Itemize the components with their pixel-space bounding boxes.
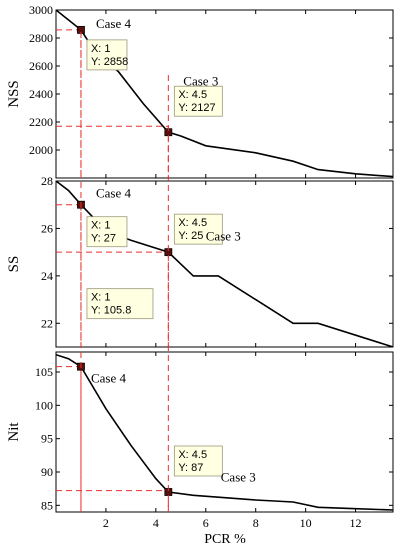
datatip-y-text: Y: 87 (178, 462, 203, 474)
y-tick-label: 2600 (29, 59, 53, 73)
datatip-box (86, 216, 128, 248)
y-axis-label: NSS (6, 80, 22, 108)
datatip-x-text: X: 1 (91, 220, 111, 232)
y-axis-label: Nit (6, 422, 22, 442)
case-annotation: Case 4 (91, 371, 127, 386)
case-annotation: Case 4 (96, 186, 132, 201)
y-tick-label: 100 (35, 398, 53, 412)
datatip-x-text: X: 4.5 (178, 217, 207, 229)
datatip-y-text: Y: 2127 (178, 102, 215, 114)
datatip-x-text: X: 4.5 (178, 89, 207, 101)
y-tick-label: 2800 (29, 31, 53, 45)
case-annotation: Case 3 (183, 74, 218, 89)
x-tick-label: 6 (203, 516, 209, 530)
x-tick-label: 4 (153, 516, 159, 530)
x-tick-label: 8 (253, 516, 259, 530)
datatip-box (86, 288, 154, 320)
x-tick-label: 2 (103, 516, 109, 530)
y-tick-label: 24 (41, 269, 53, 283)
datatip-box (86, 39, 128, 71)
y-tick-label: 2000 (29, 143, 53, 157)
y-tick-label: 2400 (29, 87, 53, 101)
datatip-box (173, 445, 223, 477)
datatip-y-text: Y: 105.8 (91, 305, 131, 317)
axes-frame (55, 351, 394, 513)
y-tick-label: 85 (41, 498, 53, 512)
y-tick-label: 90 (41, 465, 53, 479)
panel-nit: 2 4 6 8 10 12 85 90 95 100 105 Nit X: 1Y: 105.8 X: 4.… (6, 288, 394, 530)
datatip-x-text: X: 4.5 (178, 449, 207, 461)
datatip-y-text: Y: 27 (91, 233, 116, 245)
y-tick-label: 22 (41, 316, 53, 330)
axes-frame (55, 9, 394, 179)
panel-nss: 2000 2200 2400 2600 2800 3000 NSS X: 1Y: 2858 X:… (6, 3, 394, 179)
datatip-x-text: X: 1 (91, 43, 111, 55)
case-annotation: Case 4 (96, 16, 132, 31)
y-tick-label: 2200 (29, 115, 53, 129)
case-annotation: Case 3 (221, 469, 256, 484)
y-axis-label: SS (6, 256, 22, 273)
datatip-y-text: Y: 25 (178, 230, 203, 242)
datatip-box (173, 213, 223, 245)
y-tick-label: 95 (41, 432, 53, 446)
series-line (56, 181, 393, 347)
series-line (56, 10, 393, 178)
y-tick-label: 105 (35, 365, 53, 379)
x-tick-label: 10 (300, 516, 312, 530)
x-tick-label: 12 (350, 516, 362, 530)
datatip-box (173, 85, 223, 117)
y-tick-label: 3000 (29, 3, 53, 17)
x-axis-label: PCR % (204, 532, 246, 547)
case-annotation: Case 3 (206, 228, 241, 243)
y-tick-label: 26 (41, 221, 53, 235)
datatip-y-text: Y: 2858 (91, 56, 128, 68)
y-tick-label: 28 (41, 174, 53, 188)
axes-frame (55, 180, 394, 348)
datatip-x-text: X: 1 (91, 292, 111, 304)
